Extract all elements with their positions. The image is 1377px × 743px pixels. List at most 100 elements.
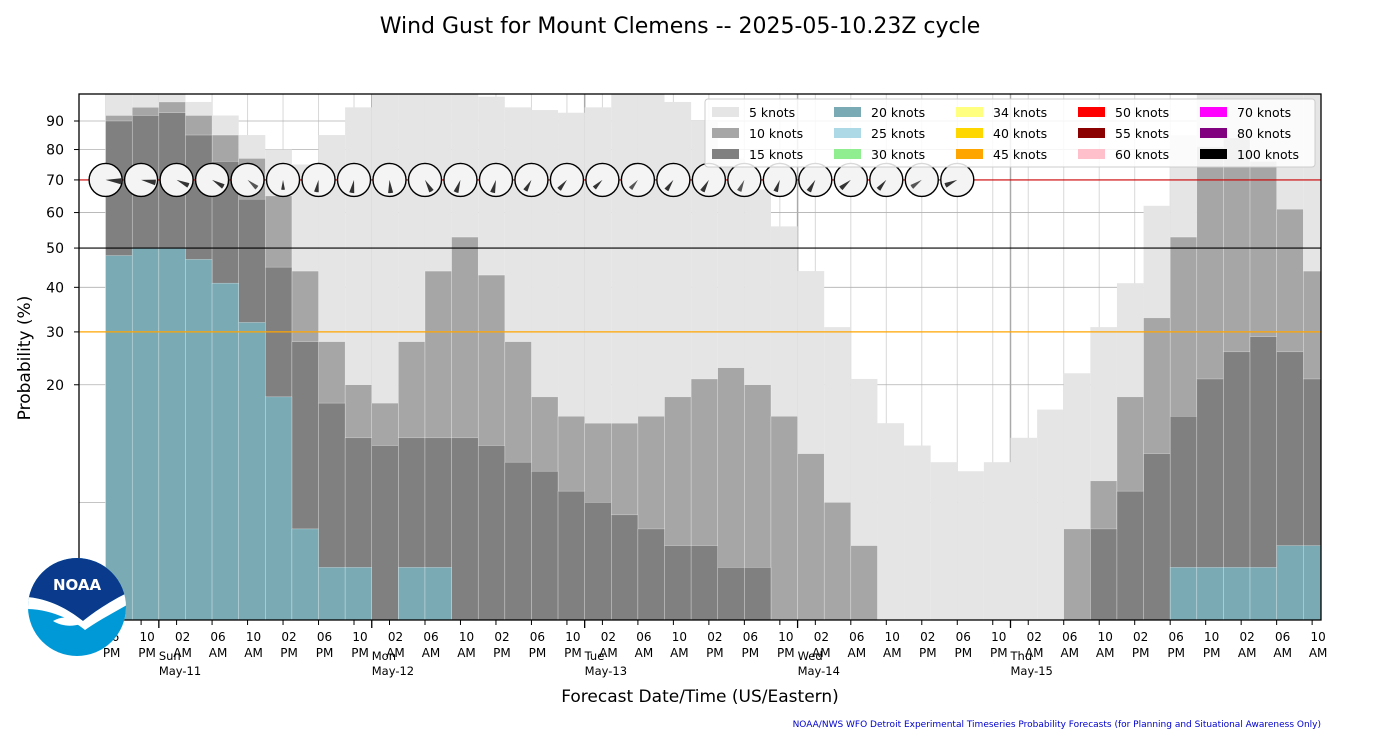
wind-rose xyxy=(88,162,123,198)
x-tick-label: 06 xyxy=(1169,630,1184,644)
x-tick-label: 02 xyxy=(281,630,296,644)
legend-swatch xyxy=(1200,107,1227,117)
x-tick-label-ampm: AM xyxy=(209,646,228,660)
wind-rose-wedge xyxy=(105,178,122,185)
bar xyxy=(1330,403,1357,620)
wind-rose xyxy=(443,162,478,198)
x-tick-label: 06 xyxy=(530,630,545,644)
legend-swatch xyxy=(1078,107,1105,117)
wind-rose xyxy=(194,162,230,198)
x-tick-label-ampm: PM xyxy=(1167,646,1185,660)
wind-rose xyxy=(407,162,443,198)
bar xyxy=(637,528,665,620)
wind-rose-wedge xyxy=(424,179,434,193)
x-tick-label: 02 xyxy=(388,630,403,644)
bar xyxy=(158,247,186,620)
wind-rose xyxy=(620,162,656,198)
wind-rose-wedge xyxy=(910,179,922,189)
x-tick-label-ampm: PM xyxy=(351,646,369,660)
wind-rose xyxy=(585,162,620,198)
bar xyxy=(1037,409,1064,620)
x-tick-label-ampm: AM xyxy=(1060,646,1079,660)
wind-rose-wedge xyxy=(523,179,532,192)
bar xyxy=(1143,453,1171,620)
x-tick-label: 06 xyxy=(636,630,651,644)
legend-label: 80 knots xyxy=(1237,126,1291,141)
y-tick-label: 20 xyxy=(46,378,64,394)
x-tick-label-ampm: AM xyxy=(173,646,192,660)
x-tick-label: 06 xyxy=(1275,630,1290,644)
bar xyxy=(957,471,984,620)
bar xyxy=(823,502,852,620)
bar xyxy=(744,567,772,620)
legend-swatch xyxy=(956,128,983,138)
day-label: Wed xyxy=(798,649,823,663)
wind-rose xyxy=(336,162,372,198)
legend-swatch xyxy=(1200,149,1227,159)
bar xyxy=(1116,490,1144,620)
y-tick-label: 70 xyxy=(46,173,64,189)
wind-rose xyxy=(372,162,407,198)
date-label: May-14 xyxy=(798,664,840,678)
day-label: Tue xyxy=(584,649,605,663)
wind-rose-wedge xyxy=(388,179,394,194)
bar xyxy=(291,528,319,620)
x-tick-label: 10 xyxy=(139,630,154,644)
x-tick-label: 10 xyxy=(672,630,687,644)
legend-swatch xyxy=(1200,128,1227,138)
x-tick-label-ampm: AM xyxy=(635,646,654,660)
x-tick-label-ampm: PM xyxy=(954,646,972,660)
wind-rose-wedge xyxy=(773,179,780,193)
bar xyxy=(451,437,479,620)
wind-rose xyxy=(940,162,975,198)
wind-rose xyxy=(727,162,762,198)
wind-rose xyxy=(514,162,549,198)
y-tick-label: 90 xyxy=(46,114,64,130)
bar xyxy=(1090,528,1118,620)
wind-rose-wedge xyxy=(700,179,709,193)
noaa-logo: NOAA xyxy=(28,558,126,656)
legend: 5 knots 10 knots 15 knots 20 knots 25 knots 3… xyxy=(704,98,1316,168)
legend-label: 60 knots xyxy=(1115,147,1169,162)
x-tick-label-ampm: PM xyxy=(103,646,121,660)
bar xyxy=(983,462,1011,620)
x-tick-label-ampm: AM xyxy=(1273,646,1292,660)
y-tick-label: 50 xyxy=(46,241,64,257)
x-tick-label: 06 xyxy=(317,630,332,644)
x-tick-label-ampm: PM xyxy=(316,646,334,660)
x-tick-label-ampm: PM xyxy=(742,646,760,660)
wind-rose xyxy=(798,162,833,198)
wind-rose-wedge xyxy=(176,179,190,188)
wind-rose xyxy=(869,162,904,198)
wind-rose-wedge xyxy=(737,179,745,192)
x-tick-label-ampm: AM xyxy=(244,646,263,660)
bar xyxy=(797,453,825,620)
bar xyxy=(424,567,452,620)
date-label: May-12 xyxy=(372,664,414,678)
x-tick-label: 10 xyxy=(246,630,261,644)
x-tick-label: 06 xyxy=(849,630,864,644)
x-tick-label: 10 xyxy=(459,630,474,644)
x-tick-label-ampm: PM xyxy=(777,646,795,660)
bar xyxy=(265,396,293,620)
wind-rose xyxy=(265,162,301,198)
bar xyxy=(1303,545,1321,620)
x-tick-label: 10 xyxy=(352,630,367,644)
bar xyxy=(664,545,692,620)
legend-swatch xyxy=(712,107,739,117)
bar xyxy=(1330,313,1357,620)
bar xyxy=(105,255,133,620)
x-tick-label: 10 xyxy=(1310,630,1325,644)
x-tick-label: 10 xyxy=(778,630,793,644)
x-tick-label-ampm: PM xyxy=(706,646,724,660)
wind-rose-wedge xyxy=(453,179,461,193)
x-tick-label: 10 xyxy=(1098,630,1113,644)
wind-rose-wedge xyxy=(212,179,225,189)
wind-rose-wedge xyxy=(664,179,674,192)
bar xyxy=(531,470,559,620)
x-tick-label: 10 xyxy=(885,630,900,644)
bar xyxy=(185,259,213,620)
bar xyxy=(850,545,878,620)
x-tick-label: 02 xyxy=(175,630,190,644)
